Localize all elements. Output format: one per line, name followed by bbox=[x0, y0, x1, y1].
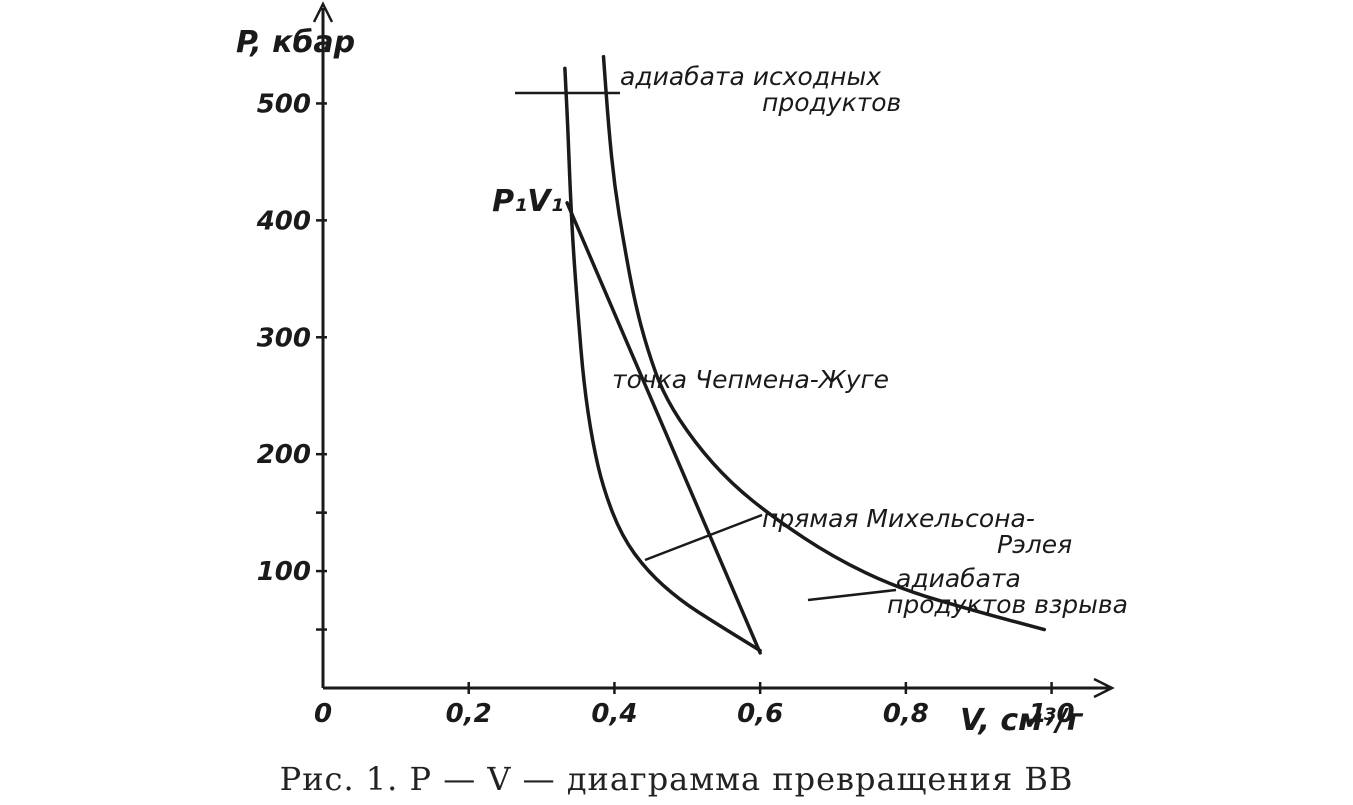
x-tick-label: 0,2 bbox=[446, 699, 492, 729]
series-rayleigh-line bbox=[565, 201, 762, 655]
ann-products-line-0: адиабата bbox=[896, 564, 1021, 593]
y-tick-label: 200 bbox=[257, 440, 311, 470]
axes-group: 0 0,2 0,4 0,6 0,8 1,0 100 200 300 400 500 P, кбар V,… bbox=[236, 1, 1115, 738]
curves-group bbox=[563, 54, 1047, 655]
y-tick-label: 300 bbox=[257, 323, 311, 353]
ann-rayleigh-line-0: прямая Михельсона- bbox=[762, 504, 1035, 533]
y-axis-arrow bbox=[312, 1, 334, 23]
x-axis-label: V, см³/г bbox=[960, 703, 1084, 738]
series-hugoniot-products bbox=[601, 54, 1047, 632]
x-tick-label: 0 bbox=[314, 699, 332, 729]
ann-initial-line-1: продуктов bbox=[762, 88, 901, 117]
x-tick-label: 1,0 bbox=[1029, 699, 1075, 729]
point-label-p1v1: P₁V₁ bbox=[492, 184, 563, 219]
ann-products-line-1: продуктов взрыва bbox=[887, 590, 1128, 619]
ann-initial-line-0: адиабата исходных bbox=[620, 62, 881, 91]
x-tick-label: 0,4 bbox=[591, 699, 637, 729]
x-axis-arrow bbox=[1093, 677, 1115, 699]
y-tick-label: 100 bbox=[257, 557, 311, 587]
ann-rayleigh-line-1: Рэлея bbox=[997, 530, 1072, 559]
x-tick-label: 0,6 bbox=[737, 699, 783, 729]
series-hugoniot-initial bbox=[563, 66, 762, 653]
x-tick-label: 0,8 bbox=[883, 699, 929, 729]
figure-caption: Рис. 1. P — V — диаграмма превращения ВВ bbox=[279, 760, 1074, 798]
y-tick-label: 400 bbox=[256, 206, 311, 236]
y-tick-label: 500 bbox=[257, 89, 311, 119]
ann-cj-line-0: точка Чепмена-Жуге bbox=[612, 365, 889, 394]
ann-products-leader bbox=[807, 588, 897, 602]
y-axis-label: P, кбар bbox=[236, 25, 355, 60]
ann-rayleigh-leader bbox=[644, 513, 763, 562]
